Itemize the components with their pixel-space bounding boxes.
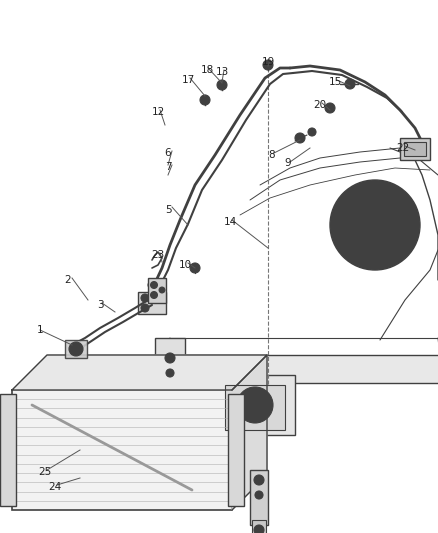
- Circle shape: [159, 287, 165, 293]
- Text: 6: 6: [165, 148, 171, 158]
- Text: 19: 19: [261, 57, 275, 67]
- Text: 3: 3: [97, 300, 103, 310]
- Circle shape: [254, 525, 264, 533]
- Circle shape: [325, 103, 335, 113]
- Circle shape: [263, 60, 273, 70]
- Circle shape: [69, 342, 83, 356]
- Polygon shape: [12, 355, 267, 390]
- Text: 7: 7: [165, 162, 171, 172]
- Circle shape: [308, 128, 316, 136]
- Circle shape: [148, 281, 156, 289]
- Circle shape: [165, 353, 175, 363]
- Circle shape: [245, 395, 265, 415]
- Text: 17: 17: [181, 75, 194, 85]
- Bar: [228, 394, 244, 506]
- Text: 13: 13: [215, 67, 229, 77]
- Circle shape: [141, 294, 149, 302]
- Text: 2: 2: [65, 275, 71, 285]
- Bar: [155, 355, 438, 383]
- Bar: [65, 340, 87, 358]
- Bar: [148, 278, 166, 303]
- Circle shape: [217, 80, 227, 90]
- Circle shape: [255, 491, 263, 499]
- Text: 12: 12: [152, 107, 165, 117]
- Text: 9: 9: [285, 158, 291, 168]
- Polygon shape: [232, 355, 267, 510]
- Text: 15: 15: [328, 77, 342, 87]
- Circle shape: [363, 213, 387, 237]
- Circle shape: [345, 79, 355, 89]
- Circle shape: [200, 95, 210, 105]
- Text: 25: 25: [39, 467, 52, 477]
- Bar: [12, 390, 232, 510]
- Bar: [0, 394, 16, 506]
- Polygon shape: [200, 120, 438, 375]
- Bar: [404, 142, 426, 156]
- Text: 24: 24: [48, 482, 62, 492]
- Text: 22: 22: [396, 143, 410, 153]
- Circle shape: [151, 281, 158, 288]
- Circle shape: [347, 197, 403, 253]
- Circle shape: [190, 263, 200, 273]
- Text: 1: 1: [37, 325, 43, 335]
- Bar: [138, 292, 166, 314]
- Circle shape: [237, 387, 273, 423]
- Bar: [225, 385, 285, 430]
- Circle shape: [141, 304, 149, 312]
- Circle shape: [295, 133, 305, 143]
- Bar: [252, 520, 266, 533]
- Bar: [400, 138, 430, 160]
- Bar: [215, 375, 295, 435]
- Text: 20: 20: [314, 100, 327, 110]
- Circle shape: [151, 292, 158, 298]
- Text: 23: 23: [152, 250, 165, 260]
- Circle shape: [154, 294, 162, 302]
- Bar: [155, 338, 185, 383]
- Circle shape: [254, 475, 264, 485]
- Text: 5: 5: [165, 205, 171, 215]
- Text: 18: 18: [200, 65, 214, 75]
- Text: 14: 14: [223, 217, 237, 227]
- Text: 8: 8: [268, 150, 276, 160]
- Circle shape: [330, 180, 420, 270]
- Text: 10: 10: [178, 260, 191, 270]
- Circle shape: [166, 369, 174, 377]
- Bar: [250, 470, 268, 525]
